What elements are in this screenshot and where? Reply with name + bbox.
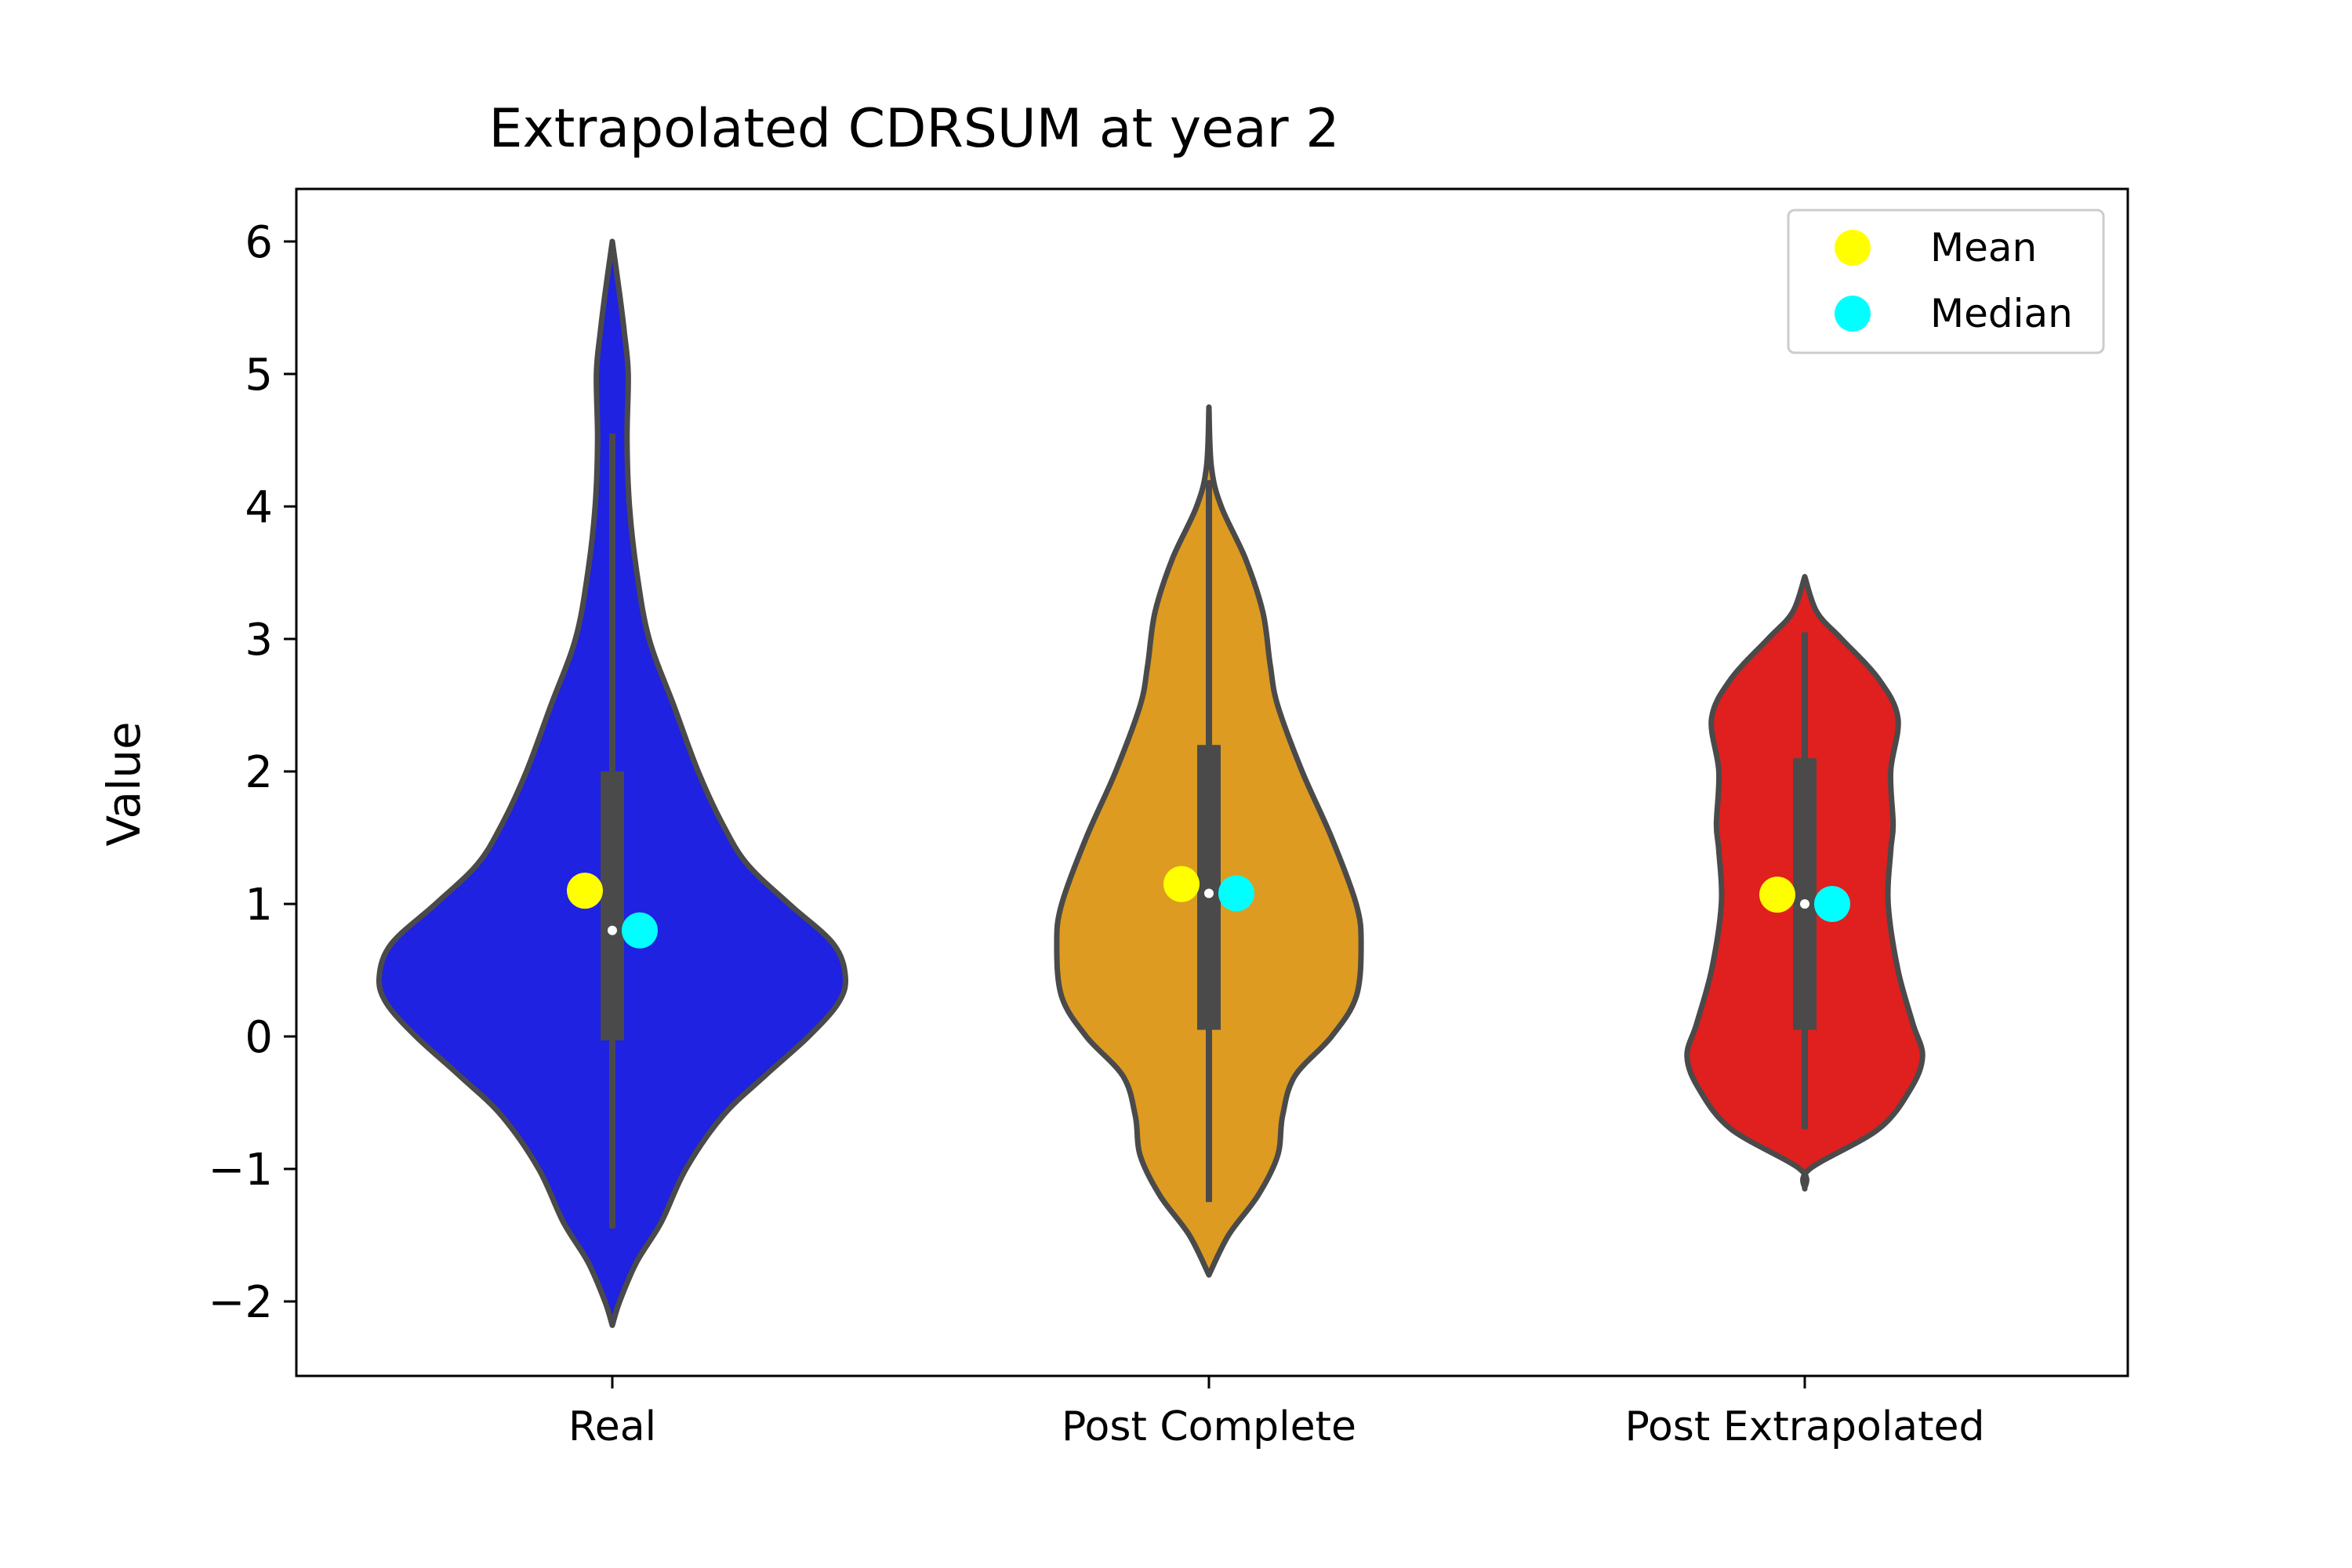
median-marker-post-complete (1218, 875, 1254, 912)
inner-median-dot-real (608, 925, 617, 935)
median-marker-post-extrapolated (1814, 886, 1850, 922)
legend-label-mean: Mean (1930, 225, 2037, 270)
y-tick-label: 1 (245, 880, 273, 931)
y-tick-label: −2 (208, 1277, 273, 1328)
inner-median-dot-post-complete (1204, 888, 1214, 898)
plot-frame (295, 187, 2129, 1377)
iqr-box-post-complete (1197, 745, 1221, 1030)
y-tick-label: −1 (208, 1145, 273, 1196)
iqr-box-real (601, 771, 624, 1041)
y-tick-label: 5 (245, 350, 273, 401)
y-tick-label: 0 (245, 1012, 273, 1063)
y-tick-label: 2 (245, 747, 273, 798)
mean-marker-post-extrapolated (1759, 877, 1795, 913)
x-tick-label: Post Complete (1062, 1403, 1356, 1450)
chart-title: Extrapolated CDRSUM at year 2 (489, 98, 1340, 160)
inner-median-dot-post-extrapolated (1800, 899, 1809, 909)
median-marker-real (622, 912, 658, 949)
y-tick-label: 4 (245, 482, 273, 533)
legend-label-median: Median (1930, 291, 2073, 336)
legend-marker-mean (1835, 230, 1871, 266)
iqr-box-post-extrapolated (1793, 758, 1817, 1030)
y-axis-label: Value (97, 721, 151, 846)
legend-marker-median (1835, 296, 1871, 332)
axes: −2 −1 0 1 2 3 4 5 6 Real Post Complete Post Extrapo… (208, 217, 1984, 1450)
x-tick-label: Post Extrapolated (1624, 1403, 1984, 1450)
y-tick-label: 3 (245, 615, 273, 666)
mean-marker-real (567, 873, 603, 909)
plot-area (376, 238, 1926, 1328)
legend: Mean Median (1787, 209, 2105, 354)
x-tick-label: Real (568, 1403, 656, 1450)
y-tick-label: 6 (245, 217, 273, 268)
mean-marker-post-complete (1163, 866, 1200, 902)
